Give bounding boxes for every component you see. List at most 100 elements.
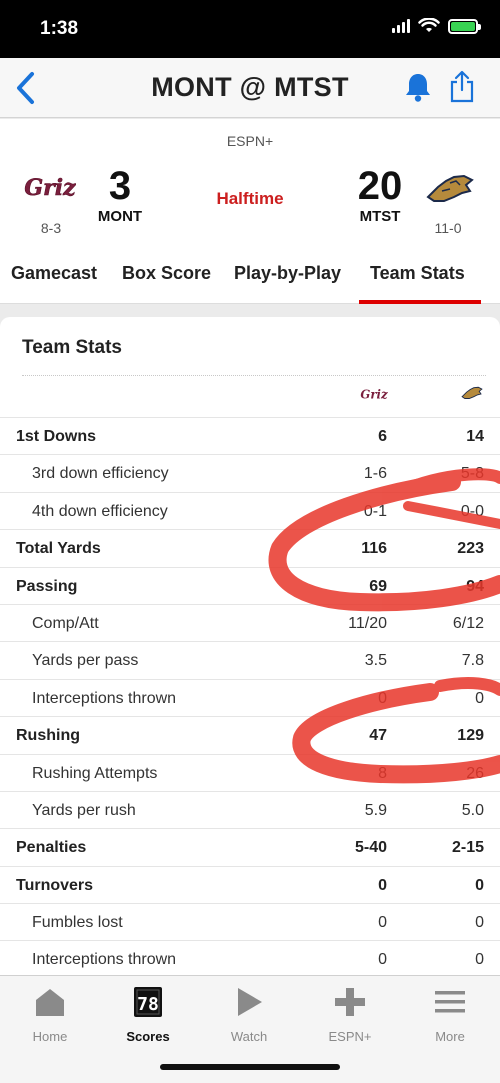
menu-icon [435, 991, 465, 1013]
home-stat-value: 6/12 [452, 614, 484, 632]
home-stat-value: 129 [457, 727, 484, 745]
away-stat-value: 8 [378, 764, 387, 782]
home-stat-value: 2-15 [451, 839, 484, 857]
away-stat-value: 5.9 [364, 801, 387, 819]
card-title: Team Stats [22, 337, 122, 358]
montana-griz-logo[interactable]: Griz [24, 167, 76, 207]
stat-label: Rushing Attempts [32, 764, 158, 782]
away-stat-value: 1-6 [363, 465, 387, 483]
tab-home[interactable]: Home [0, 986, 100, 1044]
away-stat-value: 0 [378, 951, 387, 969]
home-indicator [160, 1064, 340, 1070]
stat-row: Rushing 47 129 [0, 716, 500, 753]
stat-row: Interceptions thrown 0 0 [0, 678, 500, 716]
montana-griz-logo: Griz [360, 388, 388, 402]
away-stat-value: 69 [369, 577, 387, 595]
montana-state-bobcat-logo [461, 386, 483, 399]
nav-bar: MONT @ MTST [0, 58, 500, 118]
stat-label: Rushing [16, 727, 80, 745]
notification-bell-icon[interactable] [403, 71, 433, 103]
scoreboard-icon: 78 [134, 987, 162, 1017]
home-score: 20 [357, 164, 403, 208]
tab-gamecast[interactable]: Gamecast [11, 263, 98, 283]
home-stat-value: 5.0 [461, 801, 484, 819]
status-time: 1:38 [40, 18, 79, 39]
home-stat-value: 7.8 [461, 652, 484, 670]
home-stat-value: 223 [457, 540, 484, 558]
away-stat-value: 47 [369, 727, 387, 745]
home-stat-value: 0-0 [460, 502, 484, 520]
away-stat-value: 3.5 [364, 652, 387, 670]
stat-label: Yards per pass [32, 652, 139, 670]
tab-more[interactable]: More [400, 986, 500, 1044]
home-stat-value: 94 [466, 577, 484, 595]
away-stat-value: 116 [361, 540, 387, 558]
team-stats-card: Team Stats Griz 1st Downs 6 14 3rd down eff… [0, 317, 500, 975]
stat-row: Passing 69 94 [0, 566, 500, 604]
divider [22, 375, 486, 376]
tab-scores[interactable]: 78 Scores [98, 986, 198, 1044]
stat-label: Penalties [16, 839, 87, 857]
stat-label: Passing [16, 577, 78, 595]
tab-scores-label: Scores [126, 1029, 170, 1044]
away-stat-value: 6 [378, 428, 387, 445]
stat-row: Yards per pass 3.5 7.8 [0, 641, 500, 678]
away-score: 3 [108, 164, 132, 208]
stat-label: 4th down efficiency [32, 502, 168, 520]
away-record: 8-3 [40, 220, 62, 236]
home-stat-value: 5-8 [460, 465, 484, 483]
tab-play-by-play[interactable]: Play-by-Play [234, 263, 342, 283]
stat-label: Comp/Att [32, 614, 99, 632]
svg-text:78: 78 [137, 994, 159, 1015]
home-stat-value: 26 [466, 764, 484, 782]
stat-row: Fumbles lost 0 0 [0, 903, 500, 940]
stat-row: Comp/Att 11/20 6/12 [0, 603, 500, 641]
away-stat-value: 11/20 [348, 614, 387, 632]
wifi-icon [418, 18, 440, 32]
back-arrow-icon[interactable] [12, 68, 42, 108]
stat-row: Total Yards 116 223 [0, 529, 500, 566]
plus-icon [335, 988, 365, 1016]
home-stat-value: 0 [475, 951, 484, 969]
home-abbr: MTST [359, 208, 401, 225]
stat-row: 3rd down efficiency 1-6 5-8 [0, 454, 500, 491]
stat-row: Rushing Attempts 8 26 [0, 753, 500, 791]
tab-home-label: Home [32, 1029, 68, 1044]
stat-label: Fumbles lost [32, 914, 123, 932]
montana-state-bobcat-logo[interactable] [424, 171, 476, 211]
cellular-signal-icon [392, 19, 410, 33]
stat-row: Turnovers 0 0 [0, 865, 500, 903]
away-stat-value: 0-1 [363, 502, 387, 520]
status-icons [392, 18, 481, 34]
stat-label: Turnovers [16, 876, 94, 894]
score-header: ESPN+ Griz 8-3 3 MONT Halftime 20 MTST 1… [0, 119, 500, 252]
tab-more-label: More [435, 1029, 465, 1044]
away-stat-value: 0 [378, 914, 387, 932]
stat-label: Interceptions thrown [32, 689, 177, 707]
away-stat-value: 0 [378, 876, 387, 894]
stat-label: Yards per rush [32, 801, 136, 819]
tab-espn-plus[interactable]: ESPN+ [300, 986, 400, 1044]
home-stat-value: 0 [475, 914, 484, 932]
home-stat-value: 0 [475, 689, 484, 707]
stat-row: 4th down efficiency 0-1 0-0 [0, 491, 500, 529]
stat-label: Interceptions thrown [32, 951, 177, 969]
bottom-tab-bar: Home 78 Scores Watch ESPN+ More [0, 975, 500, 1083]
game-status: Halftime [216, 189, 284, 208]
game-tabs: Gamecast Box Score Play-by-Play Team Sta… [0, 252, 500, 304]
play-icon [238, 988, 262, 1016]
stat-row: Penalties 5-40 2-15 [0, 828, 500, 865]
svg-text:Griz: Griz [360, 388, 388, 402]
share-icon[interactable] [448, 70, 476, 104]
active-tab-indicator [359, 300, 481, 304]
home-icon [36, 989, 64, 1016]
tab-watch[interactable]: Watch [199, 986, 299, 1044]
tab-box-score[interactable]: Box Score [122, 263, 212, 283]
away-stat-value: 5-40 [354, 839, 387, 857]
tab-espn-plus-label: ESPN+ [328, 1029, 372, 1044]
battery-icon [448, 18, 481, 34]
home-record: 11-0 [434, 220, 462, 236]
away-abbr: MONT [97, 208, 143, 225]
tab-watch-label: Watch [230, 1029, 268, 1044]
tab-team-stats[interactable]: Team Stats [370, 263, 465, 283]
